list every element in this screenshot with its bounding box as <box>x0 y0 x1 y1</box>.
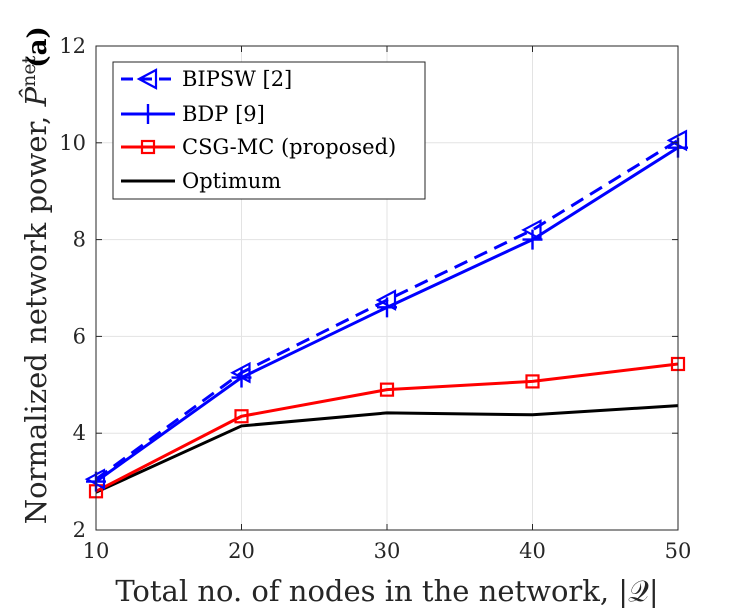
series-bdp-9-point <box>522 229 543 250</box>
y-tick-label: 2 <box>73 518 86 542</box>
x-tick-label: 40 <box>519 539 546 563</box>
series-optimum-line <box>95 404 679 494</box>
series-bipsw-2-line <box>95 139 679 481</box>
legend-item-bipsw-2: BIPSW [2] <box>121 67 292 91</box>
y-tick-label: 4 <box>73 421 86 445</box>
legend-marker <box>138 104 158 124</box>
y-tick-label: 6 <box>73 324 86 348</box>
y-tick-label: 12 <box>59 34 86 58</box>
legend-item-bdp-9: BDP [9] <box>121 102 265 126</box>
x-tick-label: 50 <box>665 539 692 563</box>
x-tick-label: 20 <box>228 539 255 563</box>
series-csg-mc-proposed-line <box>95 362 679 493</box>
x-axis-title: Total no. of nodes in the network, |𝒬| <box>115 574 658 608</box>
legend-label: Optimum <box>182 169 281 193</box>
axis-ticks: 10 20 30 40 50 2 4 6 8 10 12 <box>59 34 691 563</box>
series-csg-mc-proposed <box>88 356 686 499</box>
legend-marker <box>136 68 158 90</box>
legend-label: CSG-MC (proposed) <box>182 135 396 159</box>
y-axis-title-main: Normalized network power, <box>19 106 53 524</box>
series-bipsw-2-point <box>230 361 251 384</box>
legend-marker <box>140 139 156 155</box>
series-csg-mc-proposed-point <box>525 374 540 389</box>
legend-item-csg-mc-proposed: CSG-MC (proposed) <box>121 135 396 159</box>
y-axis-title-symbol: P̂ <box>19 86 53 107</box>
panel-label: (a) <box>23 26 53 67</box>
legend: BIPSW [2] BDP [9] CSG-MC (proposed) Optimum <box>112 61 426 200</box>
x-tick-label: 30 <box>374 539 401 563</box>
y-tick-label: 8 <box>73 228 86 252</box>
series-bipsw-2-point <box>521 219 542 241</box>
series-optimum <box>95 404 679 494</box>
legend-label: BDP [9] <box>182 102 265 126</box>
x-tick-label: 10 <box>83 539 110 563</box>
legend-label: BIPSW [2] <box>182 67 292 91</box>
series-csg-mc-proposed-point <box>234 409 249 424</box>
y-axis-title-superscript: net <box>18 55 40 86</box>
series-bipsw-2-point <box>375 289 397 311</box>
legend-item-optimum: Optimum <box>121 169 281 193</box>
legend-box <box>112 61 426 200</box>
series-csg-mc-proposed-point <box>379 382 395 397</box>
y-tick-label: 10 <box>59 131 86 155</box>
y-axis-title: Normalized network power, P̂net <box>18 55 53 524</box>
